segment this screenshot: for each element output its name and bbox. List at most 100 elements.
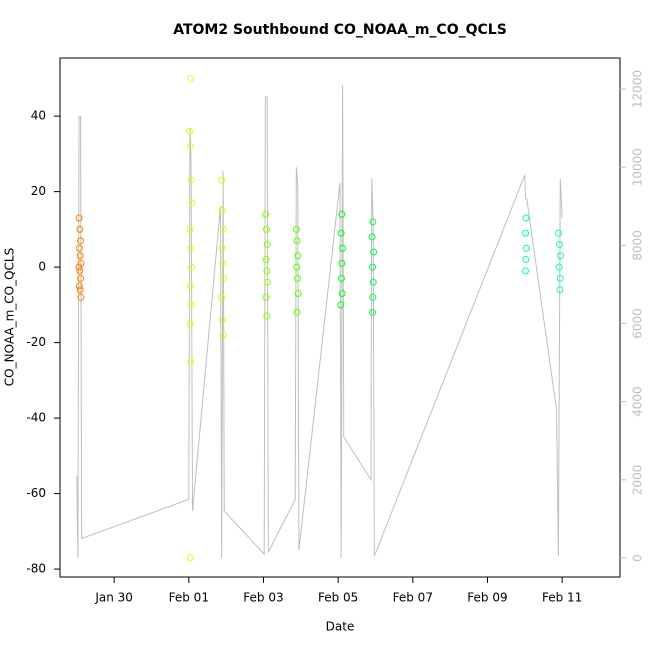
point [187, 74, 195, 82]
point [337, 274, 345, 282]
y2-tick-label: 6000 [631, 308, 645, 339]
plot-frame [59, 57, 621, 578]
y-tick-label: 0 [38, 260, 46, 274]
point [338, 290, 346, 298]
point [368, 233, 376, 241]
point [187, 176, 195, 184]
point [219, 331, 227, 339]
chart-title: ATOM2 Southbound CO_NOAA_m_CO_QCLS [173, 22, 507, 38]
point [522, 267, 530, 275]
y-axis-label: CO_NOAA_m_CO_QCLS [3, 248, 17, 386]
point [76, 286, 84, 294]
point [77, 293, 85, 301]
point [554, 229, 562, 237]
point [264, 278, 272, 286]
point [338, 259, 346, 267]
point [76, 225, 84, 233]
point [77, 259, 85, 267]
point [218, 176, 226, 184]
point [186, 142, 194, 150]
point [293, 274, 301, 282]
point [522, 244, 530, 252]
point [220, 274, 228, 282]
point [186, 320, 194, 328]
y2-tick-label: 0 [631, 554, 645, 562]
point [187, 301, 195, 309]
point [263, 267, 271, 275]
point [186, 225, 194, 233]
point [77, 274, 85, 282]
y-tick-label: -20 [26, 335, 46, 349]
y-tick-label: -80 [26, 562, 46, 576]
point [75, 263, 83, 271]
point [218, 293, 226, 301]
x-tick-label: Feb 11 [542, 591, 582, 605]
point [76, 252, 84, 260]
point [218, 316, 226, 324]
point [292, 225, 300, 233]
point [556, 286, 564, 294]
point [368, 308, 376, 316]
y-tick-label: -60 [26, 486, 46, 500]
point [186, 282, 194, 290]
x-tick-label: Feb 09 [467, 591, 507, 605]
point [262, 225, 270, 233]
point [187, 263, 195, 271]
point [262, 256, 270, 264]
point [77, 237, 85, 245]
point [369, 278, 377, 286]
point [293, 308, 301, 316]
y2-tick-label: 4000 [631, 386, 645, 417]
y-tick-label: 20 [31, 184, 46, 198]
point [369, 293, 377, 301]
altitude-line [76, 85, 563, 559]
x-axis-label: Date [326, 620, 355, 634]
point [218, 244, 226, 252]
point [187, 357, 195, 365]
point [555, 263, 563, 271]
point [522, 229, 530, 237]
point [293, 237, 301, 245]
point [370, 248, 378, 256]
x-tick-label: Jan 30 [94, 591, 133, 605]
point [262, 293, 270, 301]
point [187, 244, 195, 252]
point [294, 290, 302, 298]
point [556, 274, 564, 282]
x-tick-label: Feb 05 [318, 591, 358, 605]
point [186, 127, 194, 135]
y2-tick-label: 8000 [631, 230, 645, 261]
x-tick-label: Feb 03 [243, 591, 283, 605]
point [556, 240, 564, 248]
point [337, 301, 345, 309]
y-tick-label: 40 [31, 109, 46, 123]
point [339, 244, 347, 252]
point [219, 225, 227, 233]
x-tick-label: Feb 01 [169, 591, 209, 605]
point [522, 214, 530, 222]
point [218, 206, 226, 214]
point [337, 229, 345, 237]
point [557, 252, 565, 260]
y2-tick-label: 10000 [631, 148, 645, 186]
point [75, 244, 83, 252]
y2-tick-label: 12000 [631, 70, 645, 108]
point [294, 252, 302, 260]
point [263, 240, 271, 248]
point [368, 263, 376, 271]
point [338, 210, 346, 218]
point [522, 256, 530, 264]
point [219, 259, 227, 267]
point [293, 263, 301, 271]
point [369, 218, 377, 226]
point [262, 210, 270, 218]
point [75, 214, 83, 222]
point [75, 282, 83, 290]
point [263, 312, 271, 320]
point [76, 267, 84, 275]
y2-tick-label: 2000 [631, 465, 645, 496]
y-tick-label: -40 [26, 411, 46, 425]
x-tick-label: Feb 07 [393, 591, 433, 605]
